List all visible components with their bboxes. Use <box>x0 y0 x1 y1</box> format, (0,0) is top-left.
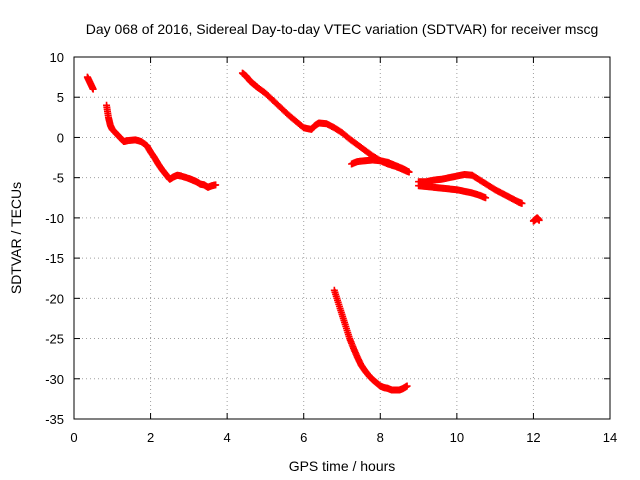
x-tick-label: 2 <box>147 430 154 445</box>
y-tick-label: -15 <box>45 251 64 266</box>
x-tick-label: 12 <box>526 430 540 445</box>
y-tick-label: -35 <box>45 412 64 427</box>
x-tick-label: 0 <box>70 430 77 445</box>
data-point-arc-4 <box>405 168 413 176</box>
y-tick-label: 10 <box>50 50 64 65</box>
x-tick-label: 8 <box>377 430 384 445</box>
data-point-arc-6 <box>518 199 526 207</box>
data-point-arc-2 <box>212 181 220 189</box>
x-tick-label: 14 <box>603 430 617 445</box>
y-tick-label: -5 <box>52 171 64 186</box>
grid <box>74 57 610 419</box>
y-tick-label: 0 <box>57 130 64 145</box>
x-tick-label: 4 <box>224 430 231 445</box>
data-point-arc-5 <box>403 382 411 390</box>
plot-frame <box>73 56 611 420</box>
data-point-arc-8 <box>535 216 543 224</box>
y-tick-label: 5 <box>57 90 64 105</box>
data-points <box>83 69 543 394</box>
y-tick-label: -20 <box>45 291 64 306</box>
chart-title: Day 068 of 2016, Sidereal Day-to-day VTE… <box>86 21 599 37</box>
data-point-arc-1 <box>89 85 97 93</box>
y-tick-label: -10 <box>45 211 64 226</box>
x-tick-label: 6 <box>300 430 307 445</box>
x-tick-label: 10 <box>450 430 464 445</box>
y-axis-label: SDTVAR / TECUs <box>8 182 24 294</box>
data-point-arc-7 <box>482 194 490 202</box>
y-tick-label: -30 <box>45 372 64 387</box>
x-axis-label: GPS time / hours <box>289 458 396 474</box>
x-tick-labels: 0 2 4 6 8 10 12 14 <box>70 430 617 445</box>
y-tick-label: -25 <box>45 332 64 347</box>
y-tick-labels: 10 5 0 -5 -10 -15 -20 -25 -30 -35 <box>45 50 64 427</box>
